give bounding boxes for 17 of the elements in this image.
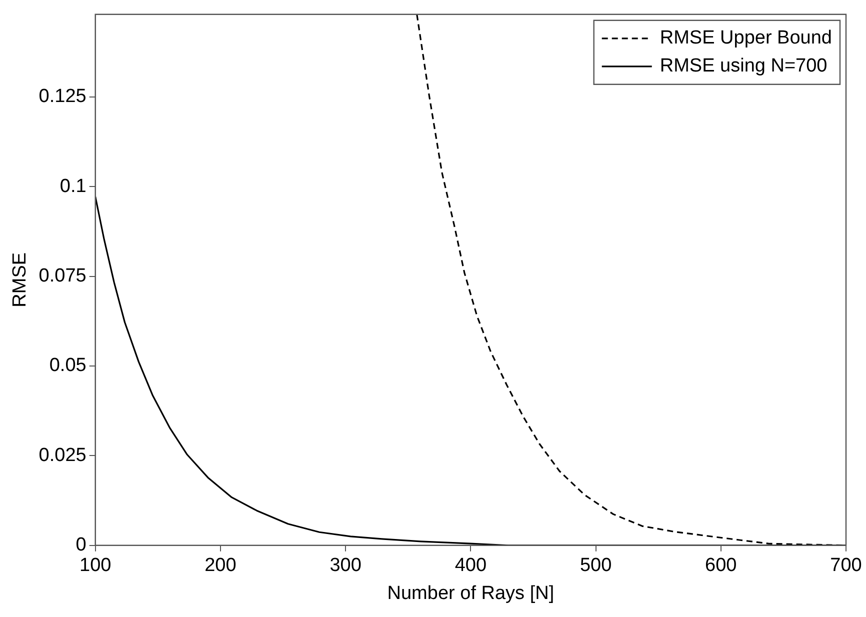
y-tick-label: 0.025 (38, 444, 86, 466)
x-axis-title: Number of Rays [N] (387, 582, 554, 604)
y-tick-label: 0 (76, 534, 86, 556)
x-tick-label: 100 (79, 555, 112, 576)
x-tick-label: 600 (705, 555, 737, 576)
y-tick-label: 0.125 (38, 86, 86, 108)
x-tick-label: 300 (330, 555, 362, 576)
x-tick-label: 200 (204, 555, 236, 576)
x-tick-label: 400 (454, 555, 487, 576)
y-axis-title: RMSE (10, 252, 31, 308)
x-tick-label: 500 (580, 555, 612, 576)
y-tick-label: 0.1 (60, 176, 86, 197)
y-tick-label: 0.05 (49, 355, 86, 376)
legend-label: RMSE Upper Bound (660, 28, 832, 49)
legend-label: RMSE using N=700 (660, 56, 828, 77)
x-tick-label: 700 (830, 555, 862, 576)
y-tick-label: 0.075 (38, 266, 86, 287)
